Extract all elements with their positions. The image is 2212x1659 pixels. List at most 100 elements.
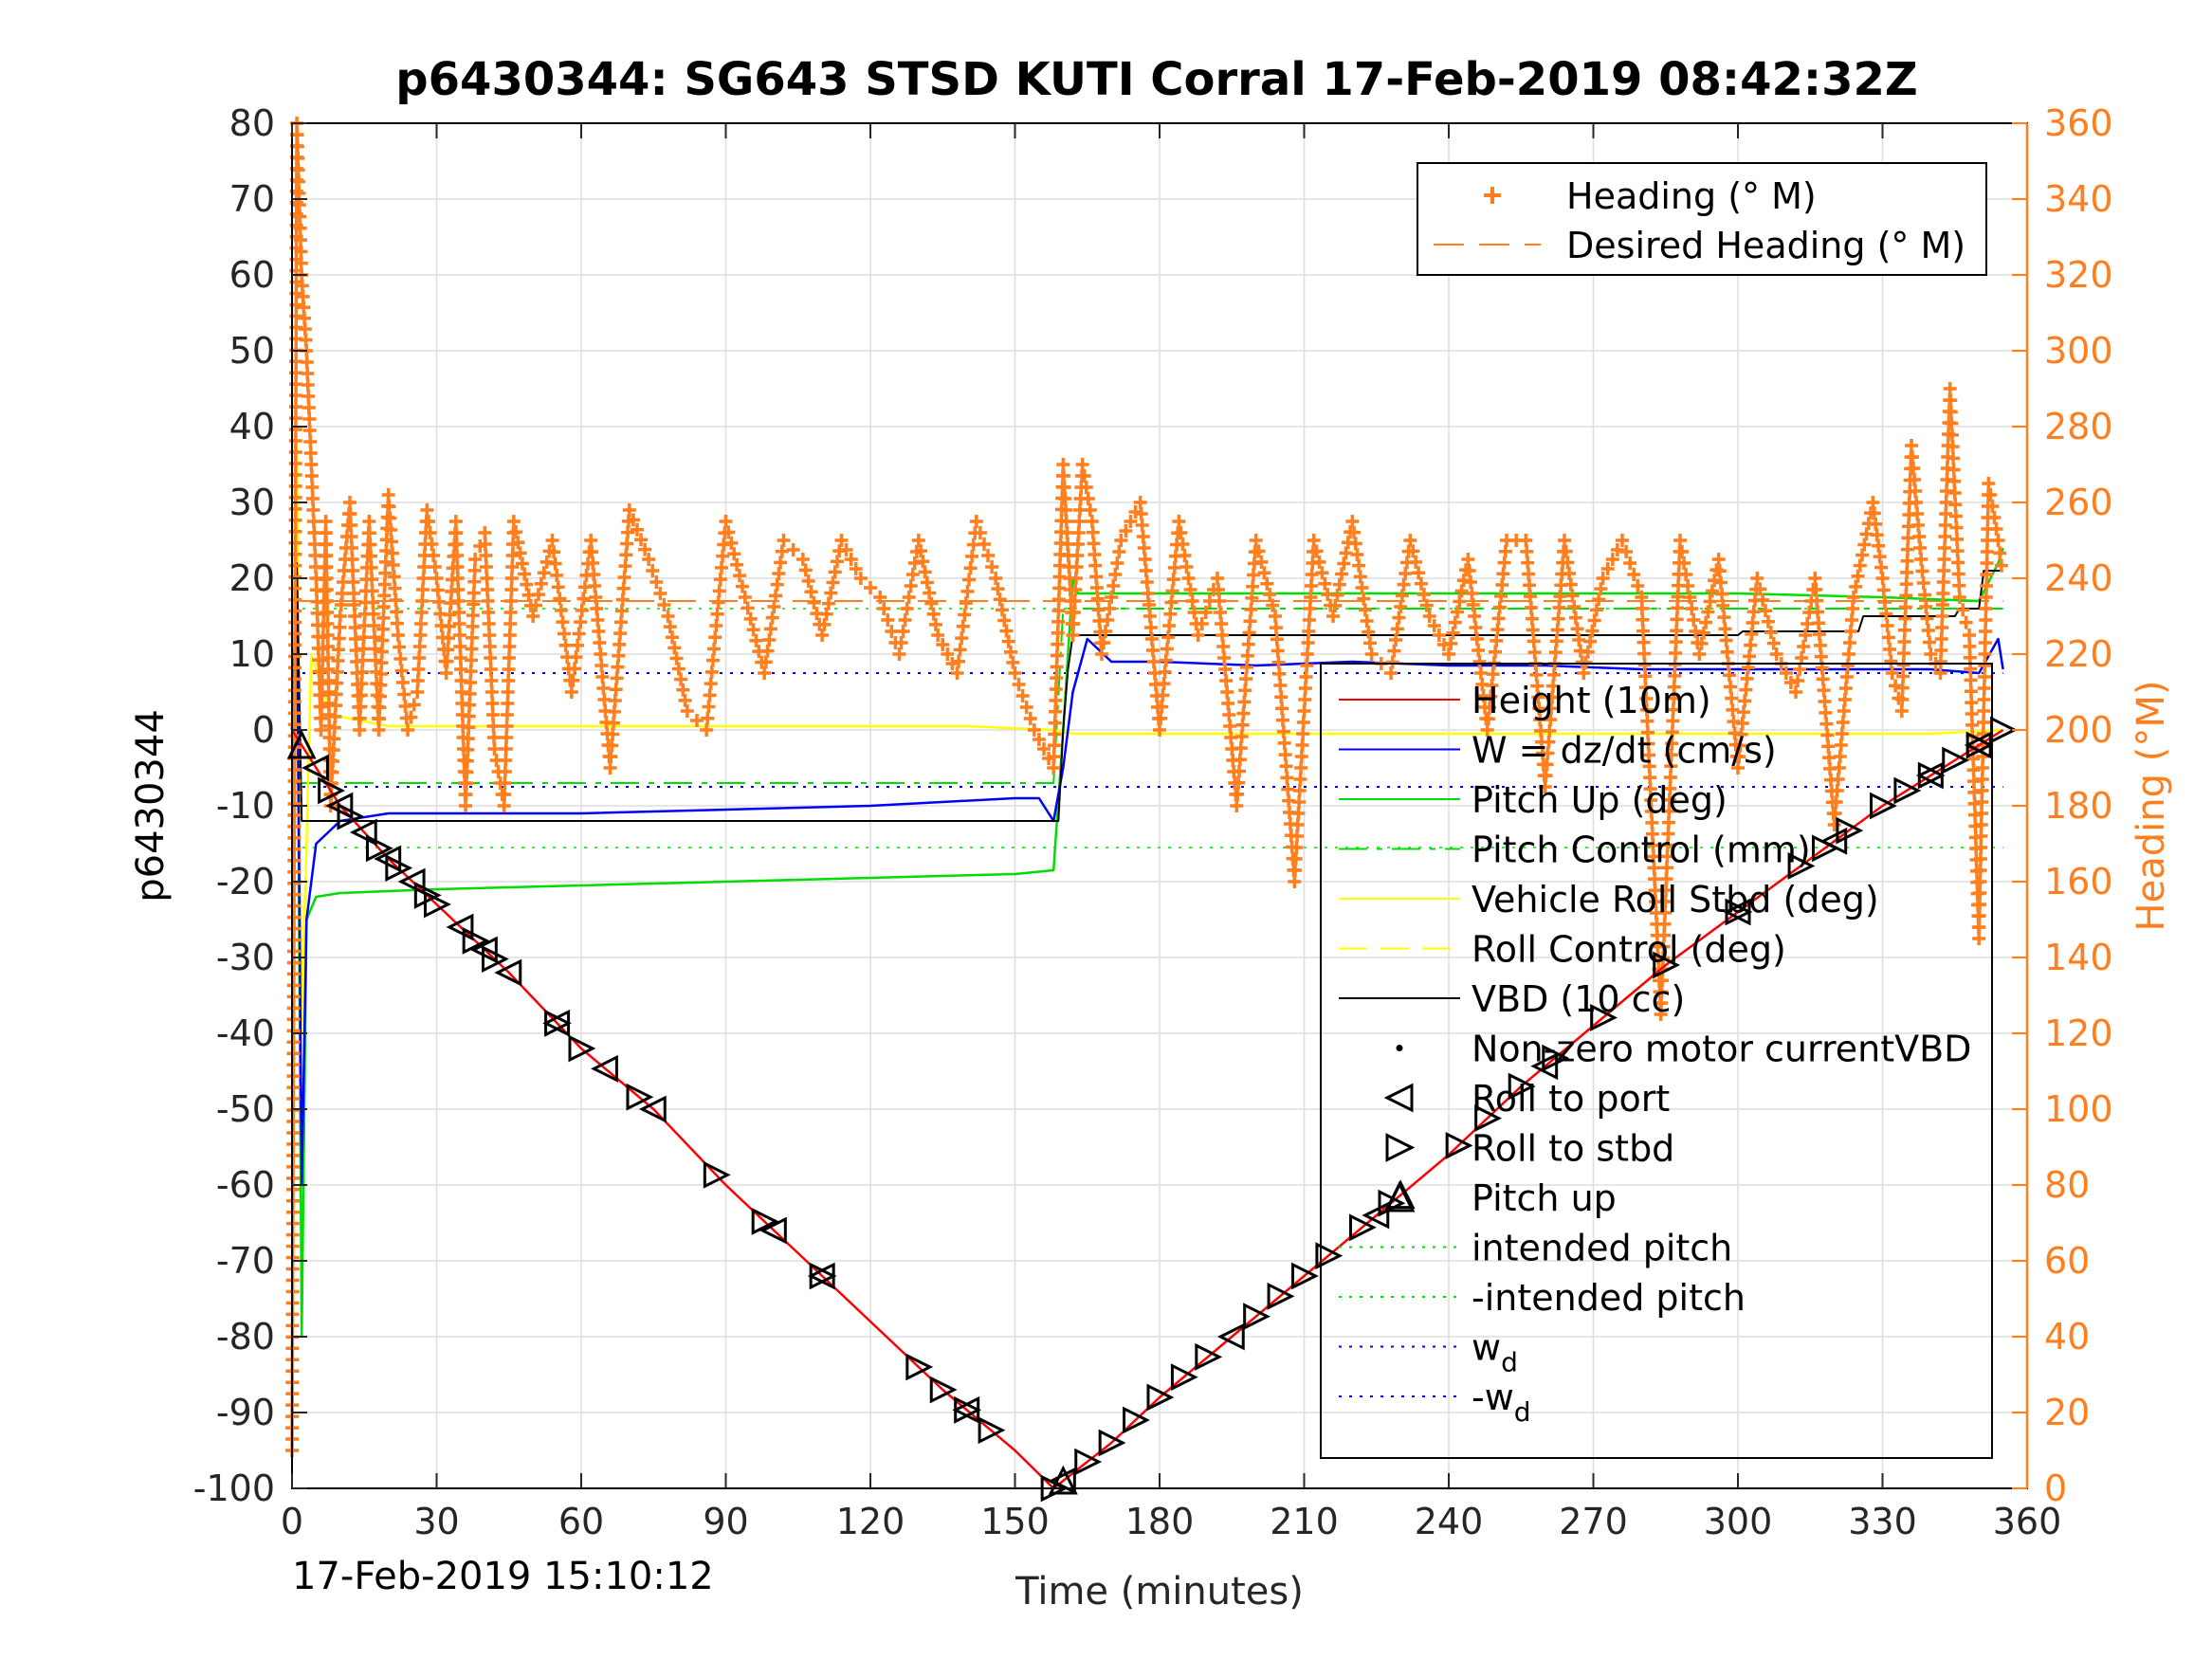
heading-point	[826, 575, 840, 590]
heading-point	[1974, 818, 1988, 831]
heading-point	[1677, 556, 1691, 570]
heading-point	[320, 560, 334, 574]
heading-point	[1163, 607, 1178, 621]
y-tick-label-right: 140	[2044, 937, 2113, 978]
heading-point	[928, 617, 942, 631]
heading-point	[1531, 690, 1545, 704]
heading-point	[1980, 579, 1994, 592]
heading-point	[1069, 560, 1084, 574]
heading-point	[620, 537, 634, 551]
heading-point	[502, 663, 516, 676]
heading-point	[373, 701, 387, 715]
heading-point	[287, 718, 302, 732]
heading-point	[485, 708, 500, 721]
heading-point	[1959, 615, 1973, 629]
heading-point	[1278, 748, 1292, 762]
heading-point	[1889, 679, 1903, 693]
heading-point	[955, 631, 969, 646]
heading-point	[498, 776, 512, 790]
legend-label: Heading (° M)	[1566, 175, 1817, 217]
heading-point	[286, 967, 301, 981]
legend-label: -intended pitch	[1472, 1277, 1746, 1319]
heading-point	[1153, 723, 1166, 737]
heading-point	[1565, 589, 1580, 603]
heading-point	[478, 538, 492, 551]
heading-point	[462, 709, 476, 723]
y-tick-label-left: -60	[216, 1164, 275, 1206]
heading-point	[590, 602, 604, 615]
heading-point	[1667, 691, 1681, 705]
heading-point	[1642, 748, 1656, 762]
heading-point	[503, 617, 518, 630]
heading-point	[321, 663, 336, 676]
heading-point	[388, 581, 402, 595]
roll-to-stbd-marker	[1267, 1282, 1295, 1310]
heading-point	[381, 488, 395, 501]
heading-point	[374, 678, 388, 692]
heading-point	[411, 674, 425, 687]
heading-point	[407, 698, 421, 712]
heading-point	[642, 553, 656, 566]
heading-point	[1422, 610, 1436, 623]
heading-point	[500, 731, 514, 744]
heading-point	[411, 685, 425, 699]
heading-point	[1527, 646, 1542, 660]
heading-point	[1727, 715, 1741, 729]
heading-point	[1234, 741, 1248, 756]
heading-point	[449, 538, 464, 551]
heading-point	[286, 944, 301, 958]
heading-point	[719, 515, 733, 528]
heading-point	[420, 503, 434, 517]
heading-point	[824, 586, 838, 600]
heading-point	[1972, 909, 1986, 922]
heading-point	[678, 693, 692, 707]
heading-point	[459, 788, 473, 802]
heading-point	[288, 513, 302, 527]
heading-point	[704, 665, 719, 679]
y-tick-label-right: 240	[2044, 557, 2113, 599]
heading-point	[1050, 648, 1064, 663]
roll-to-stbd-marker	[366, 834, 393, 863]
heading-point	[1156, 688, 1170, 702]
heading-point	[1106, 579, 1121, 592]
heading-point	[1736, 705, 1750, 720]
heading-point	[1977, 704, 1991, 718]
heading-point	[440, 654, 454, 668]
heading-point	[1619, 545, 1634, 558]
heading-point	[1561, 556, 1575, 570]
heading-point	[997, 613, 1012, 628]
x-tick-label: 210	[1270, 1501, 1339, 1542]
heading-point	[1222, 708, 1236, 721]
heading-point	[1797, 640, 1811, 653]
main-legend-box	[1320, 663, 1993, 1459]
heading-point	[503, 594, 518, 608]
heading-point	[1581, 645, 1595, 659]
roll-to-stbd-marker	[1146, 1383, 1175, 1412]
heading-point	[287, 853, 302, 867]
x-tick-label: 240	[1415, 1501, 1484, 1542]
heading-point	[442, 619, 456, 633]
heading-point	[460, 765, 474, 779]
heading-point	[1119, 524, 1133, 538]
heading-point	[786, 543, 800, 556]
heading-point	[1876, 583, 1891, 597]
heading-point	[1198, 606, 1213, 619]
heading-point	[303, 435, 318, 448]
heading-point	[554, 603, 568, 617]
heading-point	[746, 623, 760, 637]
heading-point	[503, 640, 517, 653]
heading-point	[1838, 682, 1853, 695]
heading-point	[304, 469, 319, 483]
heading-point	[1461, 553, 1475, 566]
heading-point	[1155, 700, 1169, 714]
heading-point	[1047, 761, 1061, 775]
heading-point	[335, 587, 349, 600]
heading-point	[923, 586, 937, 600]
heading-point	[956, 619, 970, 633]
heading-point	[1605, 553, 1619, 566]
heading-point	[1179, 560, 1194, 574]
heading-point	[1644, 793, 1658, 808]
heading-point	[1716, 598, 1730, 612]
heading-point	[1631, 579, 1645, 592]
heading-point	[1272, 666, 1287, 681]
